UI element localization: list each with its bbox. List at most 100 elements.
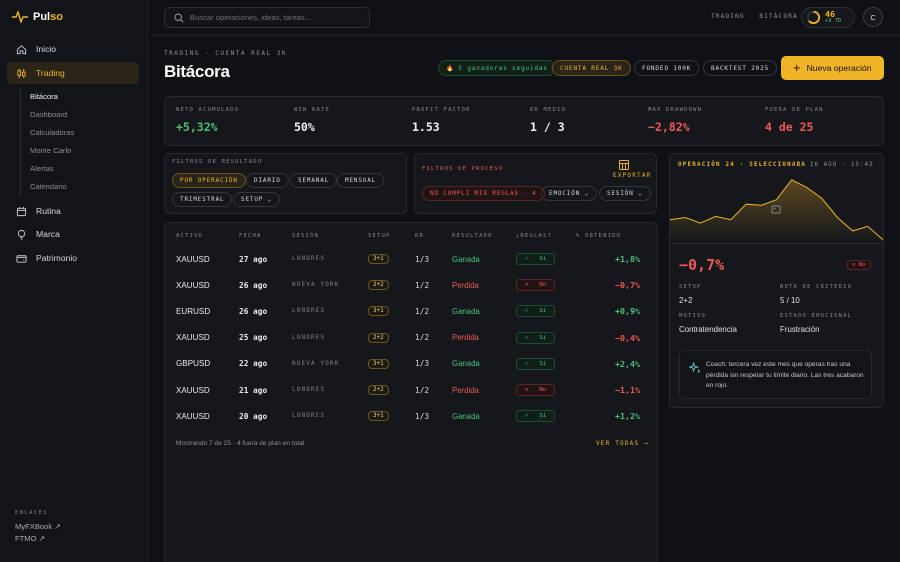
- process-filters: [414, 153, 657, 214]
- new-operation-button[interactable]: + Nueva operación: [781, 56, 884, 80]
- rules-badge-label: No: [539, 282, 547, 289]
- filter-sesion-dropdown[interactable]: SESIÓN ⌄: [599, 186, 651, 201]
- chart-line: [670, 179, 883, 241]
- cell-rr: 1/3: [415, 254, 430, 264]
- col-sesion[interactable]: SESIÓN: [292, 233, 320, 239]
- col-resultado[interactable]: RESULTADO: [452, 233, 493, 239]
- col-obtenido[interactable]: % OBTENIDO: [576, 233, 622, 239]
- col-rr[interactable]: RR: [415, 233, 425, 239]
- field-label: ESTADO EMOCIONAL: [780, 313, 853, 319]
- table-row[interactable]: XAUUSD 20 ago LONDRES 3+1 1/3 Ganada ✓ Sí +1,2%: [164, 403, 658, 429]
- rules-badge-label: No: [539, 387, 547, 393]
- rules-badge-label: Sí: [539, 413, 547, 420]
- link-myfxbook[interactable]: MyFXBook ↗: [15, 522, 61, 531]
- filter-diario[interactable]: DIARIO: [246, 173, 289, 188]
- score-widget[interactable]: 46 +3 7D: [801, 7, 855, 28]
- win-streak-badge: 🔥 5 ganadoras seguidas: [438, 60, 556, 76]
- image-icon: [771, 205, 781, 214]
- cell-setup: 2+2: [368, 325, 389, 351]
- cell-setup: 2+2: [368, 377, 389, 403]
- home-icon: [16, 44, 27, 54]
- table-footer: Mostrando 7 de 25 · 4 fuera de plan en t…: [176, 440, 305, 447]
- cell-session: LONDRES: [292, 387, 326, 393]
- link-ftmo[interactable]: FTMO ↗: [15, 534, 45, 543]
- setup-badge: 3+1: [368, 254, 389, 264]
- cell-asset: XAUUSD: [176, 254, 210, 264]
- filter-trimestral[interactable]: TRIMESTRAL: [172, 192, 233, 207]
- nav-label: Patrimonio: [36, 253, 78, 263]
- export-button[interactable]: EXPORTAR: [613, 160, 650, 179]
- candles-icon: [17, 68, 26, 78]
- app-logo[interactable]: Pulso: [12, 11, 63, 23]
- rules-badge-label: Sí: [539, 256, 547, 262]
- rules-badge: ✕ No: [516, 279, 556, 292]
- cell-rules: ✓ Sí: [516, 403, 556, 429]
- nav-item-rutina[interactable]: Rutina: [7, 200, 139, 222]
- search-input[interactable]: [190, 13, 360, 22]
- cell-pct: +1,8%: [615, 254, 640, 264]
- links-heading: ENLACES: [15, 510, 48, 516]
- avatar[interactable]: C: [863, 7, 883, 27]
- col-activo[interactable]: ACTIVO: [176, 233, 204, 239]
- see-all-link[interactable]: VER TODAS →: [596, 440, 649, 447]
- subnav-item-calculadoras[interactable]: Calculadoras: [30, 128, 75, 137]
- chart-area: [670, 179, 883, 242]
- account-chip-fondeo-100k[interactable]: FONDEO 100K: [634, 60, 700, 76]
- cell-rules: ✕ No: [516, 377, 556, 403]
- setup-badge: 2+2: [368, 332, 389, 343]
- table-row[interactable]: XAUUSD 27 ago LONDRES 3+1 1/3 Ganada ✓ Sí +1,8%: [164, 246, 658, 272]
- account-chip-backtest-2025[interactable]: BACKTEST 2025: [703, 60, 778, 76]
- table-row[interactable]: GBPUSD 22 ago NUEVA YORK 3+1 1/3 Ganada ✓ Sí +2,…: [164, 351, 658, 377]
- cell-asset: XAUUSD: [176, 333, 210, 343]
- filter-emocion-dropdown[interactable]: EMOCIÓN ⌄: [541, 186, 598, 201]
- filter-semanal[interactable]: SEMANAL: [290, 173, 338, 188]
- nav-item-trading[interactable]: Trading: [7, 62, 139, 84]
- col-reglas[interactable]: ¿REGLAS?: [516, 233, 553, 239]
- table-row[interactable]: XAUUSD 25 ago LONDRES 2+2 1/2 Perdida ✓ Sí −0,4%: [164, 325, 658, 351]
- table-row[interactable]: EURUSD 26 ago LONDRES 3+1 1/2 Ganada ✓ Sí +0,9%: [164, 298, 658, 324]
- nav-item-patrimonio[interactable]: Patrimonio: [7, 247, 139, 269]
- col-fecha[interactable]: FECHA: [239, 233, 262, 239]
- filter-mensual[interactable]: MENSUAL: [337, 173, 385, 188]
- cell-session: LONDRES: [292, 256, 326, 262]
- rules-badge: ✕ No: [847, 260, 871, 270]
- rules-badge-label: Sí: [539, 308, 547, 315]
- subnav-item-alertas[interactable]: Alertas: [30, 164, 54, 173]
- result-filters-label: FILTROS DE RESULTADO: [172, 159, 263, 165]
- cell-date: 20 ago: [239, 411, 268, 421]
- filter-no-cumpli-reglas[interactable]: NO CUMPLÍ MIS REGLAS · 4: [422, 186, 545, 201]
- nav-item-marca[interactable]: Marca: [7, 223, 139, 245]
- filter-setup-dropdown[interactable]: SETUP ⌄: [233, 192, 281, 207]
- stat-profit-factor: PROFIT FACTOR 1.53: [412, 107, 471, 134]
- filter-por-operacion[interactable]: POR OPERACIÓN: [172, 173, 246, 188]
- search-box[interactable]: [164, 7, 370, 28]
- table-row[interactable]: XAUUSD 26 ago NUEVA YORK 2+2 1/2 Perdida ✕ No −0…: [164, 272, 658, 298]
- table-row[interactable]: XAUUSD 21 ago LONDRES 2+2 1/2 Perdida ✕ No −1,1%: [164, 377, 658, 403]
- stat-rr-medio: RR MEDIO 1 / 3: [530, 107, 566, 134]
- cell-asset: GBPUSD: [176, 359, 211, 369]
- cell-pct: −1,1%: [615, 385, 640, 395]
- subnav-item-monte-carlo[interactable]: Monte Carlo: [30, 146, 72, 155]
- cell-rules: ✓ Sí: [516, 351, 556, 377]
- trading-subnav: Bitácora Dashboard Calculadoras Monte Ca…: [20, 89, 74, 197]
- rules-badge: ✓ Sí: [516, 410, 556, 423]
- cell-session: NUEVA YORK: [292, 360, 340, 367]
- coach-message: Coach: tercera vez este mes que operas t…: [706, 361, 864, 389]
- stat-label: WIN RATE: [294, 107, 331, 113]
- rules-badge: ✓ Sí: [516, 331, 556, 344]
- cell-setup: 3+1: [368, 246, 389, 272]
- subnav-item-dashboard[interactable]: Dashboard: [30, 110, 68, 119]
- cell-result: Perdida: [452, 385, 479, 395]
- nav-item-inicio[interactable]: Inicio: [7, 38, 139, 60]
- subnav-item-calendario[interactable]: Calendario: [30, 182, 67, 191]
- account-chip-real-3k[interactable]: CUENTA REAL 3K: [552, 60, 631, 76]
- col-setup[interactable]: SETUP: [368, 233, 391, 239]
- rules-badge-label: Sí: [539, 360, 547, 367]
- process-filters-label: FILTROS DE PROCESO: [422, 166, 504, 172]
- cell-result: Ganada: [452, 359, 480, 369]
- field-value: Contratendencia: [679, 325, 737, 334]
- subnav-item-bitacora[interactable]: Bitácora: [30, 92, 58, 101]
- rules-badge-label: No: [858, 262, 866, 268]
- rules-badge-icon: ✓: [525, 334, 529, 341]
- cell-asset: XAUUSD: [176, 280, 210, 290]
